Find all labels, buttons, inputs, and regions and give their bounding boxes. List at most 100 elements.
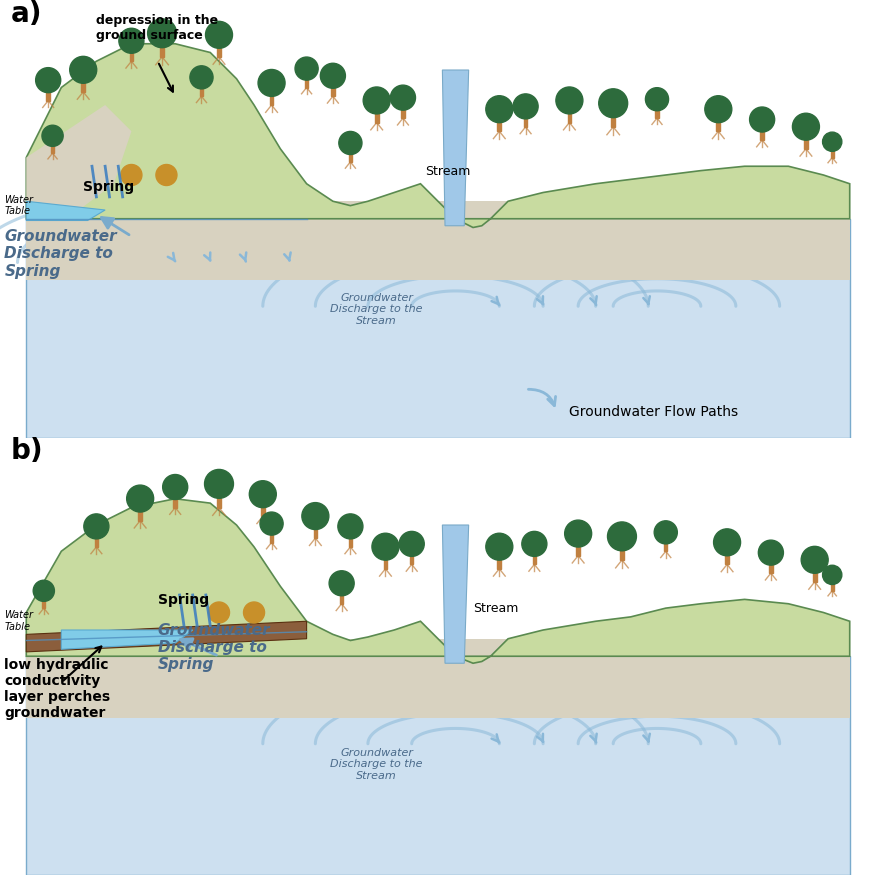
Circle shape (522, 531, 547, 556)
Circle shape (759, 540, 783, 565)
Bar (46, 90, 50, 101)
Circle shape (205, 469, 233, 498)
Bar (498, 120, 501, 131)
Circle shape (260, 512, 283, 536)
Circle shape (36, 67, 60, 93)
Bar (270, 533, 273, 542)
Polygon shape (26, 201, 850, 280)
Bar (620, 548, 624, 560)
Circle shape (513, 94, 538, 119)
Circle shape (823, 132, 842, 151)
Circle shape (793, 113, 819, 140)
Circle shape (338, 514, 363, 539)
Bar (655, 108, 659, 118)
Polygon shape (26, 44, 850, 228)
Text: Groundwater
Discharge to
Spring: Groundwater Discharge to Spring (4, 229, 117, 278)
Circle shape (250, 480, 276, 508)
Circle shape (190, 66, 213, 89)
Bar (270, 94, 273, 105)
Bar (42, 599, 46, 608)
Bar (138, 509, 142, 521)
Circle shape (608, 522, 636, 551)
Circle shape (372, 533, 399, 560)
Text: Spring: Spring (158, 592, 208, 606)
Bar (375, 111, 378, 123)
Circle shape (295, 57, 318, 80)
Circle shape (714, 528, 740, 556)
Bar (401, 108, 405, 118)
Bar (261, 505, 265, 516)
Circle shape (156, 164, 177, 186)
Polygon shape (61, 630, 193, 649)
Polygon shape (26, 219, 850, 438)
Text: Water
Table: Water Table (4, 611, 33, 632)
Circle shape (321, 63, 345, 88)
Circle shape (208, 602, 230, 623)
Bar (51, 144, 54, 153)
Text: Groundwater
Discharge to the
Stream: Groundwater Discharge to the Stream (330, 292, 423, 326)
Text: Stream: Stream (425, 165, 470, 178)
Bar (498, 557, 501, 569)
Circle shape (244, 602, 265, 623)
Polygon shape (26, 105, 131, 219)
Circle shape (750, 107, 774, 132)
Circle shape (127, 485, 153, 512)
Bar (200, 87, 203, 96)
Text: Groundwater
Discharge to the
Stream: Groundwater Discharge to the Stream (330, 747, 423, 780)
Circle shape (258, 69, 285, 96)
Bar (384, 557, 387, 569)
Text: Stream: Stream (473, 603, 519, 615)
Circle shape (329, 570, 354, 596)
Circle shape (486, 533, 512, 560)
Polygon shape (26, 656, 850, 875)
Circle shape (84, 514, 109, 539)
Circle shape (147, 18, 177, 47)
Polygon shape (442, 525, 469, 663)
Circle shape (823, 565, 842, 584)
Polygon shape (26, 621, 307, 652)
Circle shape (654, 521, 677, 544)
Text: Water
Table: Water Table (4, 195, 33, 216)
Bar (81, 80, 85, 92)
Bar (349, 536, 352, 547)
Circle shape (486, 95, 512, 123)
Bar (533, 554, 536, 564)
Bar (217, 495, 221, 507)
Text: Groundwater
Discharge to
Spring: Groundwater Discharge to Spring (158, 623, 271, 672)
Bar (95, 536, 98, 547)
Bar (314, 527, 317, 538)
Bar (760, 130, 764, 140)
Bar (305, 78, 308, 88)
Circle shape (399, 531, 424, 556)
Circle shape (206, 21, 232, 48)
Circle shape (33, 580, 54, 601)
Polygon shape (442, 70, 469, 226)
Bar (830, 150, 834, 157)
Bar (769, 563, 773, 573)
Circle shape (163, 474, 187, 500)
Bar (349, 152, 352, 162)
Bar (160, 45, 164, 57)
Bar (576, 544, 580, 556)
Bar (217, 46, 221, 57)
Bar (524, 116, 527, 127)
Polygon shape (26, 639, 850, 718)
Bar (830, 583, 834, 591)
Text: depression in the
ground surface: depression in the ground surface (96, 14, 218, 42)
Bar (331, 86, 335, 96)
Bar (717, 120, 720, 131)
Text: a): a) (11, 0, 42, 28)
Text: b): b) (11, 438, 43, 466)
Text: low hydraulic
conductivity
layer perches
groundwater: low hydraulic conductivity layer perches… (4, 658, 110, 720)
Bar (804, 137, 808, 149)
Bar (813, 570, 816, 582)
Text: Spring: Spring (83, 179, 134, 193)
Bar (568, 111, 571, 123)
Circle shape (339, 131, 362, 155)
Text: Groundwater Flow Paths: Groundwater Flow Paths (569, 404, 738, 418)
Bar (173, 497, 177, 507)
Circle shape (364, 87, 390, 114)
Bar (410, 554, 413, 564)
Circle shape (42, 125, 63, 146)
Bar (340, 593, 343, 604)
